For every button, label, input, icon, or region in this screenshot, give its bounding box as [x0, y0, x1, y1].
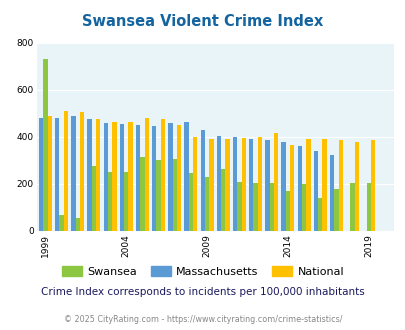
Bar	[237, 182, 241, 231]
Bar	[160, 119, 165, 231]
Bar	[354, 142, 358, 231]
Bar	[112, 122, 116, 231]
Bar	[43, 59, 47, 231]
Bar	[128, 122, 132, 231]
Bar	[144, 118, 149, 231]
Bar	[350, 183, 354, 231]
Bar	[92, 166, 96, 231]
Bar	[75, 218, 80, 231]
Text: Swansea Violent Crime Index: Swansea Violent Crime Index	[82, 14, 323, 29]
Bar	[370, 141, 374, 231]
Bar	[253, 183, 257, 231]
Bar	[305, 139, 310, 231]
Bar	[221, 169, 225, 231]
Bar	[301, 184, 305, 231]
Bar	[59, 214, 64, 231]
Bar	[39, 118, 43, 231]
Bar	[80, 112, 84, 231]
Bar	[140, 157, 144, 231]
Bar	[124, 172, 128, 231]
Bar	[205, 177, 209, 231]
Bar	[264, 141, 269, 231]
Text: © 2025 CityRating.com - https://www.cityrating.com/crime-statistics/: © 2025 CityRating.com - https://www.city…	[64, 315, 341, 324]
Bar	[297, 147, 301, 231]
Bar	[285, 191, 290, 231]
Bar	[232, 137, 237, 231]
Bar	[273, 133, 277, 231]
Bar	[193, 137, 197, 231]
Bar	[216, 136, 221, 231]
Legend: Swansea, Massachusetts, National: Swansea, Massachusetts, National	[58, 261, 347, 281]
Text: Crime Index corresponds to incidents per 100,000 inhabitants: Crime Index corresponds to incidents per…	[41, 287, 364, 297]
Bar	[248, 139, 253, 231]
Bar	[136, 125, 140, 231]
Bar	[269, 183, 273, 231]
Bar	[225, 139, 229, 231]
Bar	[156, 160, 160, 231]
Bar	[177, 125, 181, 231]
Bar	[290, 145, 294, 231]
Bar	[317, 198, 322, 231]
Bar	[168, 123, 172, 231]
Bar	[257, 137, 262, 231]
Bar	[281, 142, 285, 231]
Bar	[184, 122, 188, 231]
Bar	[55, 118, 59, 231]
Bar	[108, 172, 112, 231]
Bar	[188, 173, 193, 231]
Bar	[96, 119, 100, 231]
Bar	[200, 130, 205, 231]
Bar	[47, 116, 52, 231]
Bar	[338, 141, 342, 231]
Bar	[333, 189, 338, 231]
Bar	[209, 139, 213, 231]
Bar	[172, 159, 177, 231]
Bar	[322, 139, 326, 231]
Bar	[366, 183, 370, 231]
Bar	[71, 116, 75, 231]
Bar	[313, 151, 317, 231]
Bar	[329, 154, 333, 231]
Bar	[152, 126, 156, 231]
Bar	[119, 124, 124, 231]
Bar	[103, 123, 108, 231]
Bar	[87, 119, 92, 231]
Bar	[241, 138, 245, 231]
Bar	[64, 111, 68, 231]
